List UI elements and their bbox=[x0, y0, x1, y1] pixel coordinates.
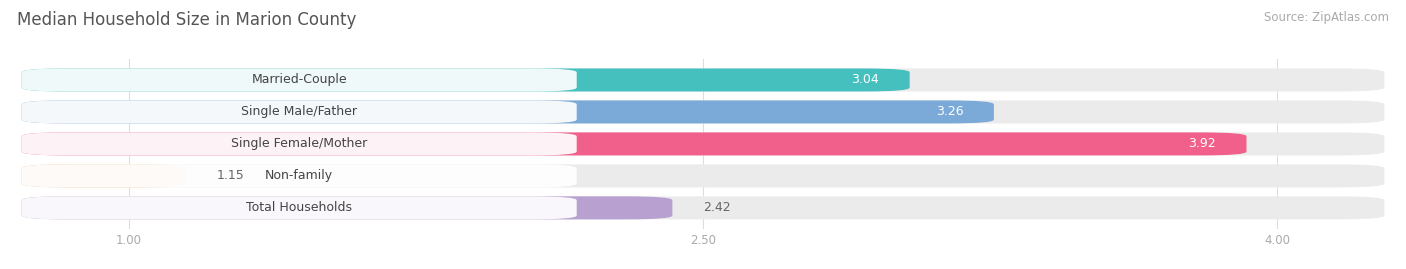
FancyBboxPatch shape bbox=[21, 100, 576, 123]
FancyBboxPatch shape bbox=[21, 196, 1385, 220]
FancyBboxPatch shape bbox=[21, 100, 994, 123]
FancyBboxPatch shape bbox=[21, 164, 186, 187]
FancyBboxPatch shape bbox=[21, 68, 1385, 91]
FancyBboxPatch shape bbox=[21, 196, 576, 220]
FancyBboxPatch shape bbox=[21, 132, 1247, 155]
FancyBboxPatch shape bbox=[21, 196, 672, 220]
FancyBboxPatch shape bbox=[21, 164, 1385, 187]
Text: 2.42: 2.42 bbox=[703, 201, 731, 214]
Text: Median Household Size in Marion County: Median Household Size in Marion County bbox=[17, 11, 356, 29]
Text: Total Households: Total Households bbox=[246, 201, 353, 214]
Text: 3.26: 3.26 bbox=[935, 105, 963, 118]
FancyBboxPatch shape bbox=[21, 68, 910, 91]
Text: 1.15: 1.15 bbox=[217, 169, 245, 182]
Text: Married-Couple: Married-Couple bbox=[252, 73, 347, 86]
Text: 3.04: 3.04 bbox=[851, 73, 879, 86]
FancyBboxPatch shape bbox=[21, 132, 576, 155]
FancyBboxPatch shape bbox=[21, 132, 1385, 155]
FancyBboxPatch shape bbox=[21, 68, 576, 91]
Text: 3.92: 3.92 bbox=[1188, 137, 1216, 150]
FancyBboxPatch shape bbox=[21, 164, 576, 187]
FancyBboxPatch shape bbox=[21, 100, 1385, 123]
Text: Single Female/Mother: Single Female/Mother bbox=[231, 137, 367, 150]
Text: Non-family: Non-family bbox=[266, 169, 333, 182]
Text: Source: ZipAtlas.com: Source: ZipAtlas.com bbox=[1264, 11, 1389, 24]
Text: Single Male/Father: Single Male/Father bbox=[242, 105, 357, 118]
